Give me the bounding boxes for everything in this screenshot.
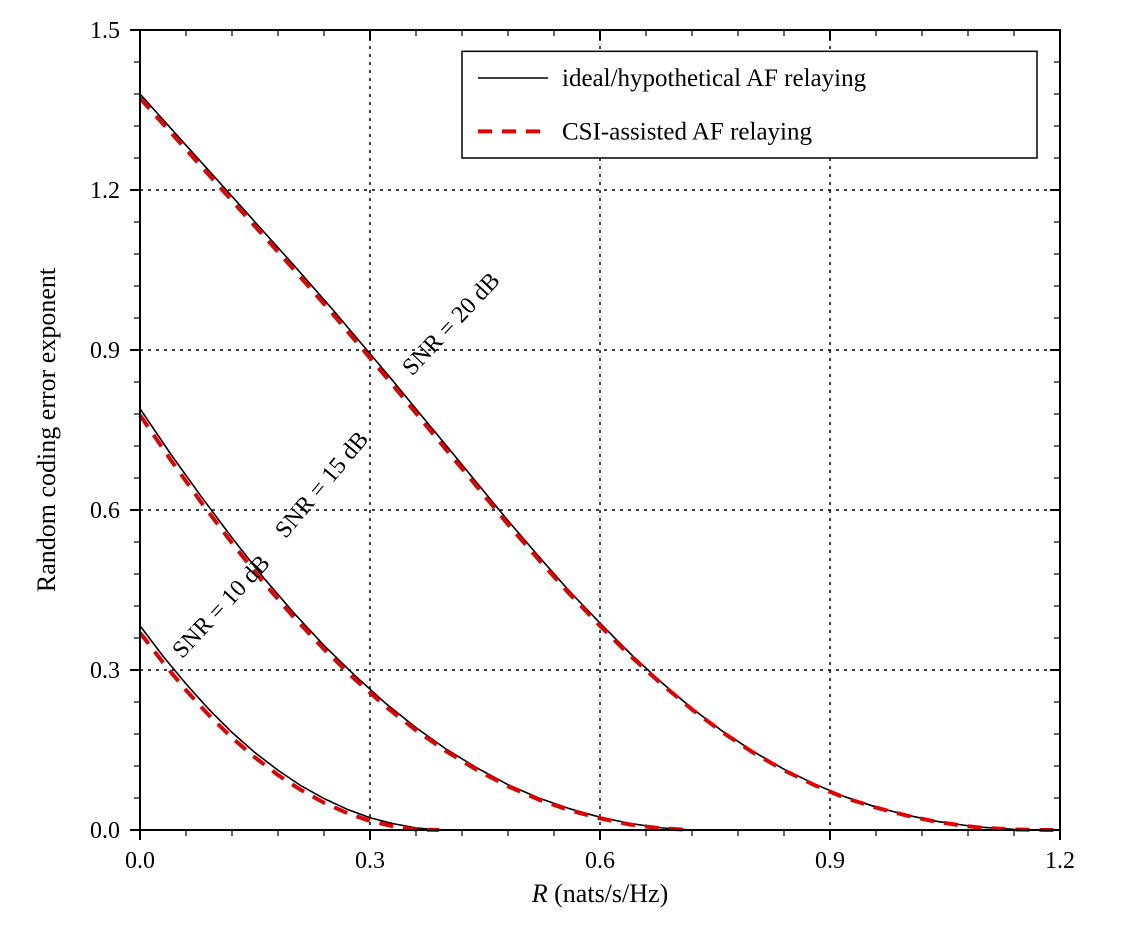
ytick-label: 1.5 bbox=[90, 18, 120, 44]
xtick-label: 0.6 bbox=[585, 848, 615, 874]
ytick-label: 0.0 bbox=[90, 818, 120, 844]
legend-label: ideal/hypothetical AF relaying bbox=[562, 65, 867, 92]
xtick-label: 0.3 bbox=[355, 848, 385, 874]
ytick-label: 0.3 bbox=[90, 658, 120, 684]
legend-label: CSI-assisted AF relaying bbox=[562, 118, 812, 145]
legend: ideal/hypothetical AF relaying CSI-assist… bbox=[462, 51, 1037, 158]
xtick-label: 1.2 bbox=[1045, 848, 1075, 874]
ytick-label: 0.6 bbox=[90, 498, 120, 524]
xtick-label: 0.9 bbox=[815, 848, 845, 874]
chart-container: 0.0 0.3 0.6 0.9 1.2 0.0 0.3 0.6 0.9 1.2 1.5 R (nats… bbox=[0, 0, 1121, 942]
ytick-label: 0.9 bbox=[90, 338, 120, 364]
xtick-label: 0.0 bbox=[125, 848, 155, 874]
line-chart: 0.0 0.3 0.6 0.9 1.2 0.0 0.3 0.6 0.9 1.2 1.5 R (nats… bbox=[0, 0, 1121, 942]
ylabel: Random coding error exponent bbox=[32, 267, 61, 592]
ytick-label: 1.2 bbox=[90, 178, 120, 204]
xlabel: R (nats/s/Hz) bbox=[531, 879, 668, 908]
